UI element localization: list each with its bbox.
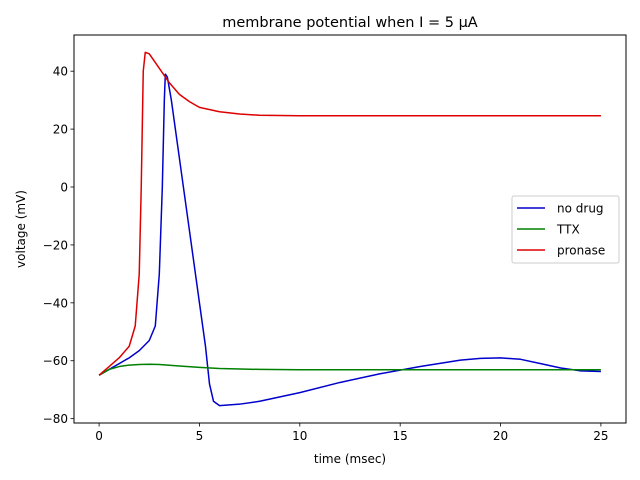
y-tick-label: 40 [53, 65, 68, 79]
x-tick-label: 25 [593, 429, 608, 443]
y-tick-label: −20 [43, 238, 68, 252]
legend-box [511, 195, 620, 264]
y-tick-label: −80 [43, 412, 68, 426]
y-tick-label: −40 [43, 296, 68, 310]
x-tick-label: 20 [493, 429, 508, 443]
x-tick-label: 15 [393, 429, 408, 443]
y-axis-label: voltage (mV) [14, 190, 28, 268]
legend: no drug TTX pronase [511, 195, 620, 264]
x-tick-label: 10 [292, 429, 307, 443]
plot-lines [98, 51, 601, 407]
x-axis-label: time (msec) [314, 452, 386, 466]
legend-label-1: no drug [557, 202, 604, 216]
y-tick-label: −60 [43, 354, 68, 368]
series-line-3 [98, 51, 601, 376]
x-axis: 0 5 10 15 20 25 [95, 423, 609, 443]
y-axis: −80 −60 −40 −20 0 20 40 [43, 65, 74, 426]
y-tick-label: 0 [60, 181, 68, 195]
legend-label-2: TTX [556, 223, 580, 237]
y-tick-label: 20 [53, 123, 68, 137]
chart-title: membrane potential when I = 5 µA [222, 15, 478, 31]
x-tick-label: 5 [196, 429, 204, 443]
plot-frame [73, 34, 627, 424]
x-tick-label: 0 [95, 429, 103, 443]
series-line-2 [98, 363, 601, 376]
series-line-1 [98, 73, 601, 407]
legend-label-3: pronase [557, 244, 605, 258]
